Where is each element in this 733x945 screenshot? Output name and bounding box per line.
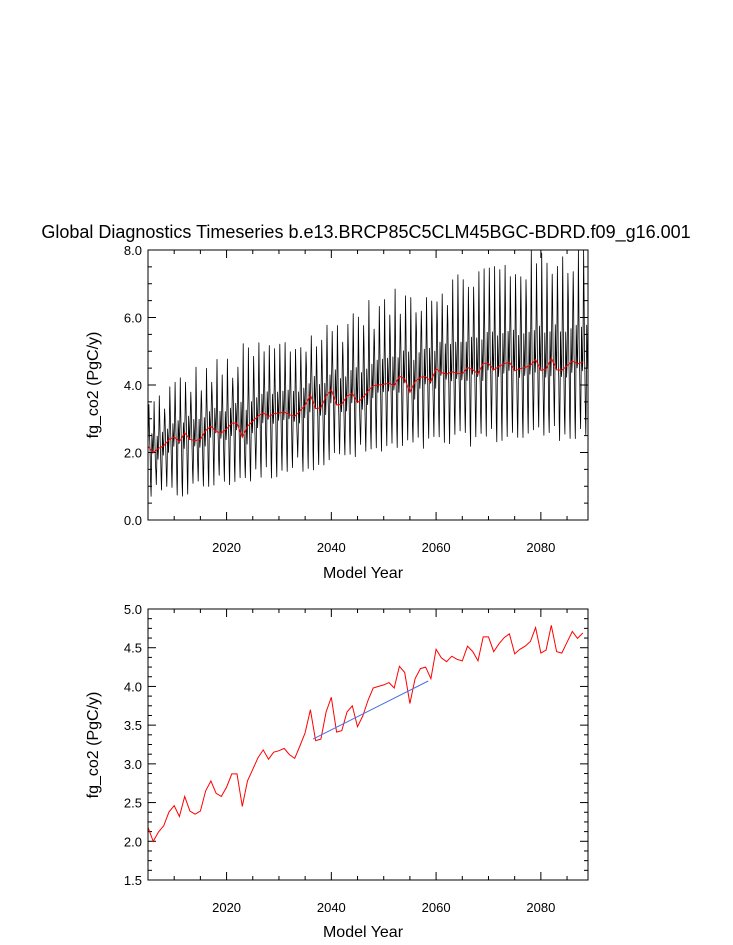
annual-mean-line-top xyxy=(148,357,584,454)
y-tick-label: 2.0 xyxy=(124,834,142,849)
x-tick-label: 2060 xyxy=(422,900,451,915)
x-tick-label: 2020 xyxy=(212,900,241,915)
monthly-series-line xyxy=(148,250,588,497)
chart-title: Global Diagnostics Timeseries b.e13.BRCP… xyxy=(41,222,690,243)
x-tick-label: 2080 xyxy=(526,540,555,555)
y-tick-label: 4.0 xyxy=(124,679,142,694)
x-tick-label: 2020 xyxy=(212,540,241,555)
x-tick-label: 2060 xyxy=(422,540,451,555)
y-tick-label: 5.0 xyxy=(124,602,142,617)
x-tick-label: 2040 xyxy=(317,900,346,915)
annual-mean-line xyxy=(148,625,584,843)
y-tick-label: 6.0 xyxy=(124,311,142,326)
y-tick-label: 3.5 xyxy=(124,718,142,733)
top-y-axis-label: fg_co2 (PgC/y) xyxy=(85,332,102,439)
bottom-plot-area xyxy=(148,625,584,843)
y-tick-label: 2.0 xyxy=(124,446,142,461)
panel-annual: 2020 2040 2060 2080 1.5 2.0 2.5 3.0 3.5 4.0 4.5 5.0… xyxy=(85,602,589,941)
bottom-y-axis-label: fg_co2 (PgC/y) xyxy=(85,692,102,799)
top-frame xyxy=(147,249,589,521)
y-tick-label: 0.0 xyxy=(124,513,142,528)
y-tick-label: 2.5 xyxy=(124,796,142,811)
y-tick-label: 3.0 xyxy=(124,757,142,772)
panel-monthly: 2020 2040 2060 2080 0.0 2.0 4.0 6.0 8.0 fg_co2 (… xyxy=(85,243,589,582)
bottom-frame xyxy=(147,608,589,881)
bottom-ticks: 2020 2040 2060 2080 1.5 2.0 2.5 3.0 3.5 4.0 4.5 5.0 xyxy=(124,602,588,915)
y-tick-label: 8.0 xyxy=(124,243,142,258)
top-ticks: 2020 2040 2060 2080 0.0 2.0 4.0 6.0 8.0 xyxy=(124,243,588,555)
top-x-axis-label: Model Year xyxy=(323,565,404,582)
y-tick-label: 1.5 xyxy=(124,873,142,888)
y-tick-label: 4.0 xyxy=(124,378,142,393)
bottom-x-axis-label: Model Year xyxy=(323,924,404,941)
top-plot-area xyxy=(148,250,588,497)
y-tick-label: 4.5 xyxy=(124,641,142,656)
x-tick-label: 2080 xyxy=(526,900,555,915)
trend-line xyxy=(312,680,429,740)
x-tick-label: 2040 xyxy=(317,540,346,555)
